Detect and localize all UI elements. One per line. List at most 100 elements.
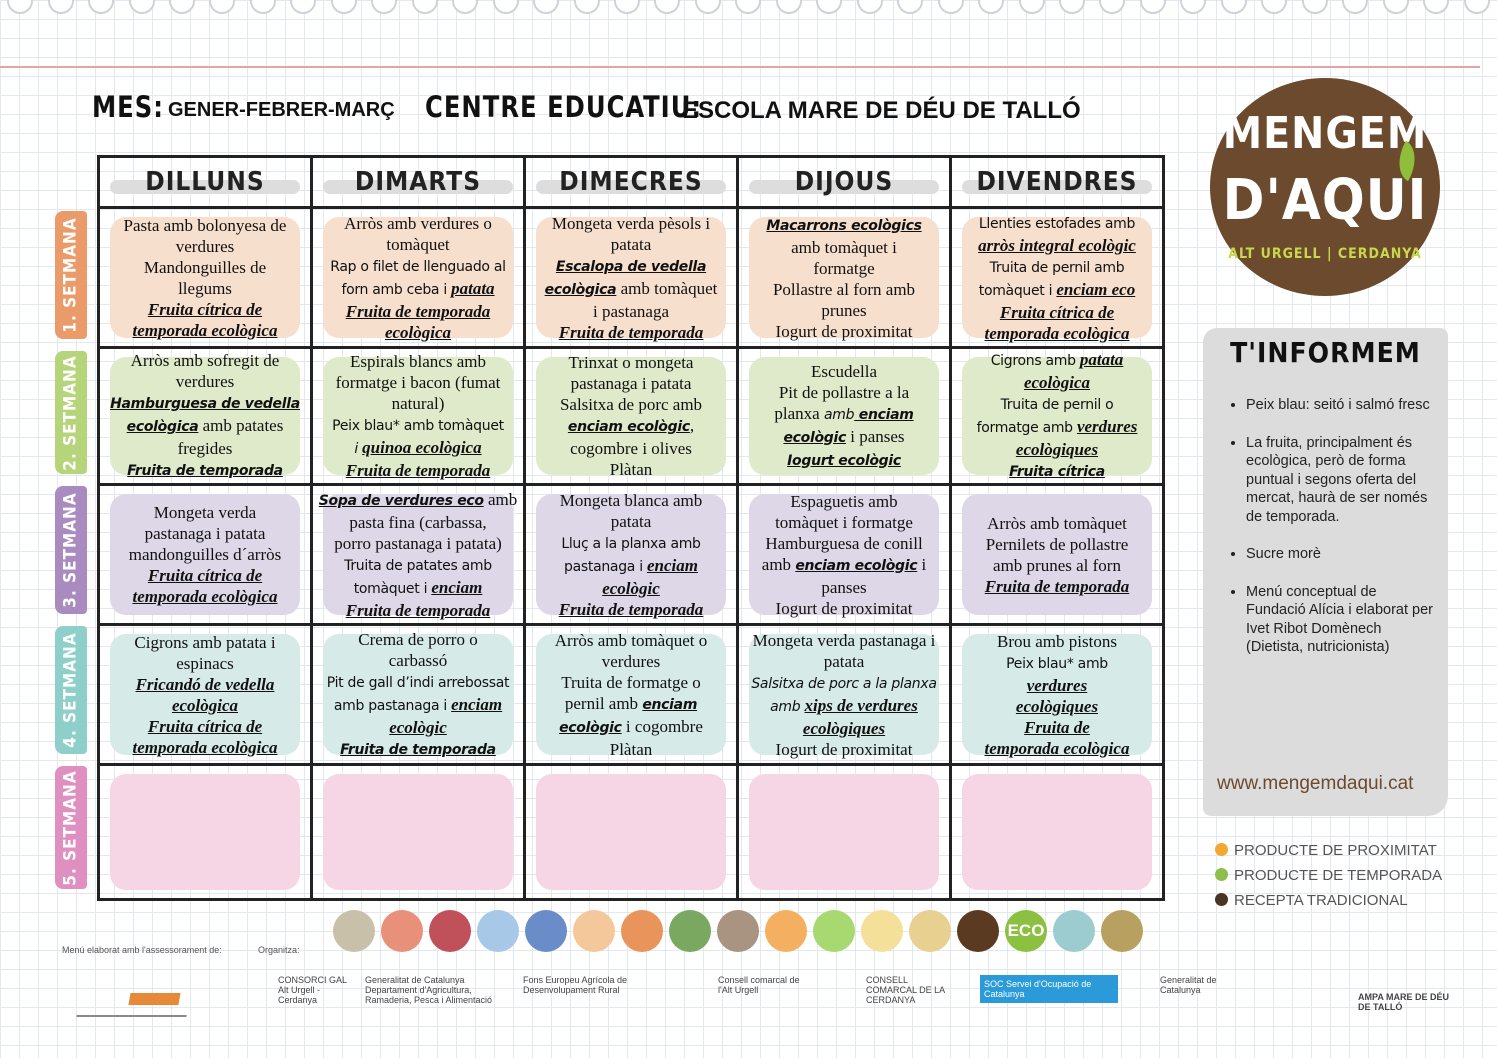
menu-cell: Llenties estofades amb arròs integral eco…: [949, 206, 1165, 349]
dish-text: Mandonguilles de: [143, 257, 267, 277]
dish-line: Fruita cítrica de: [952, 302, 1162, 323]
advice-label: Menú elaborat amb l'assessorament de:: [62, 945, 222, 955]
cereals-icon: [333, 910, 375, 952]
dish-text: enciam ecològic: [567, 419, 690, 435]
dish-line: Pasta amb bolonyesa de: [100, 215, 310, 236]
dish-line: Trinxat o mongeta: [526, 352, 736, 373]
dish-text: enciam: [451, 694, 503, 714]
bread-icon: [909, 910, 951, 952]
dish-text: Peix blau* amb tomàquet: [332, 418, 504, 434]
menu-cell: Brou amb pistons Peix blau* amb verdures ec…: [949, 623, 1165, 766]
month-value: GENER-FEBRER-MARÇ: [168, 99, 395, 121]
dish-line: carbassó: [313, 650, 523, 671]
dish-line: Fruita de temporada: [952, 576, 1162, 597]
dish-line: ecològica: [100, 695, 310, 716]
dish-line: i quinoa ecològica: [313, 437, 523, 460]
dish-text: Fruita cítrica de: [147, 566, 263, 585]
menu-cell: Mongeta verda pèsols i patata Escalopa de …: [523, 206, 739, 349]
week-label: 1. SETMANA: [61, 217, 81, 333]
menu-cell: Crema de porro o carbassó Pit de gall d’in…: [310, 623, 526, 766]
dish-text: forn amb ceba i: [341, 281, 452, 298]
dish-line: Fruita de temporada: [526, 599, 736, 620]
menu-cell: Sopa de verdures eco amb pasta fina (carb…: [310, 483, 526, 626]
dish-line: Iogurt de proximitat: [739, 598, 949, 619]
dish-line: formatge i bacon (fumat: [313, 372, 523, 393]
dish-line: Salsitxa de porc amb: [526, 394, 736, 415]
dish-text: ecològica: [384, 322, 452, 342]
dish-text: planxa: [774, 403, 824, 423]
dish-text: amb tomàquet: [616, 278, 718, 298]
dish-line: Sopa de verdures eco amb: [313, 489, 523, 512]
week-label: 2. SETMANA: [61, 354, 81, 471]
dish-text: ecològic: [783, 429, 846, 446]
info-panel: T'INFORMEM Peix blau: seitó i salmó fres…: [1203, 328, 1448, 816]
dish-text: Llenties estofades amb: [978, 215, 1136, 232]
dish-line: verdures: [952, 675, 1162, 696]
dish-text: i pastanaga: [593, 301, 669, 321]
dish-line: amb xips de verdures: [739, 695, 949, 718]
dish-line: Pit de gall d’indi arrebossat: [313, 671, 523, 694]
dish-line: Salsitxa de porc a la planxa: [739, 672, 949, 695]
dish-text: i panses: [846, 426, 905, 446]
dish-line: Fruita de temporada: [313, 600, 523, 621]
menu-cell: Mongeta verda pastanaga i patata Salsitxa …: [736, 623, 952, 766]
dish-text: Fruita de temporada: [340, 741, 496, 758]
dish-line: ecològiques: [952, 439, 1162, 460]
week-row: Pasta amb bolonyesa de verdures Mandonguil…: [97, 206, 1165, 349]
dish-text: pernil amb: [564, 693, 643, 713]
dish-text: verdures: [601, 651, 661, 671]
dish-line: Truita de pernil o: [952, 393, 1162, 416]
dish-text: Fruita de: [1024, 717, 1090, 737]
dish-text: ecològic: [389, 717, 447, 737]
dish-line: pastanaga i enciam: [526, 555, 736, 578]
dish-text: Truita de pernil o: [1000, 397, 1114, 413]
dish-text: llegums: [178, 278, 232, 298]
dish-line: ecològica amb tomàquet: [526, 278, 736, 301]
menu-cell: Mongeta blanca amb patata Lluç a la planxa…: [523, 483, 739, 626]
dish-line: amb enciam ecològic i: [739, 554, 949, 577]
number-1-icon: [1215, 843, 1228, 856]
info-item: Sucre morè: [1246, 545, 1438, 564]
dish-line: porro pastanaga i patata): [313, 533, 523, 554]
dish-line: ecològiques: [739, 718, 949, 739]
dish-text: ecològiques: [1015, 440, 1099, 459]
dish-text: temporada ecològica: [132, 320, 278, 340]
dish-text: Mongeta verda pèsols i: [551, 213, 711, 233]
dish-text: ecològiques: [1015, 696, 1099, 716]
dish-text: enciam: [431, 577, 483, 597]
dish-text: Cigrons amb patata i: [134, 632, 276, 652]
menu-table: DILLUNS DIMARTS DIMECRES DIJOUS DIVENDRES Pa…: [97, 155, 1165, 901]
dish-text: amb tomàquet i: [791, 237, 897, 257]
dish-text: Peix blau* amb: [1006, 655, 1108, 672]
dish-text: Espirals blancs amb: [350, 352, 486, 371]
wheat-icon: [621, 910, 663, 952]
sponsor-logo: Consell comarcal de l'Alt Urgell: [718, 975, 800, 995]
dish-text: Pit de gall d’indi arrebossat: [326, 674, 510, 691]
dish-text: arròs integral ecològic: [978, 235, 1136, 255]
dish-text: ,: [689, 416, 695, 435]
dish-line: patata: [526, 234, 736, 255]
notebook-rings: [0, 0, 1497, 20]
dish-text: carbassó: [388, 650, 448, 670]
dish-text: formatge: [813, 258, 875, 278]
dish-line: prunes: [739, 300, 949, 321]
legumes-icon: [573, 910, 615, 952]
dish-line: mandonguilles d´arròs: [100, 544, 310, 565]
dish-line: fregides: [100, 438, 310, 459]
dish-line: verdures: [526, 651, 736, 672]
dish-text: tomàquet i: [978, 282, 1057, 299]
dish-line: Fricandó de vedella: [100, 674, 310, 695]
dish-line: Fruita cítrica de: [100, 565, 310, 586]
menu-cell: Macarrons ecològics amb tomàquet i formatg…: [736, 206, 952, 349]
dish-line: Escudella: [739, 361, 949, 382]
dish-text: amb: [770, 698, 805, 715]
dish-text: Sopa de verdures eco: [318, 492, 484, 509]
dish-text: natural): [391, 394, 445, 413]
dish-line: amb pastanaga i enciam: [313, 694, 523, 717]
legend-item: RECEPTA TRADICIONAL: [1215, 888, 1442, 913]
dish-text: Iogurt ecològic: [787, 452, 901, 469]
week-label: 5. SETMANA: [61, 769, 81, 886]
website-link[interactable]: www.mengemdaqui.cat: [1217, 773, 1414, 794]
dish-line: ecològica: [313, 322, 523, 343]
dish-line: Truita de formatge o: [526, 672, 736, 693]
